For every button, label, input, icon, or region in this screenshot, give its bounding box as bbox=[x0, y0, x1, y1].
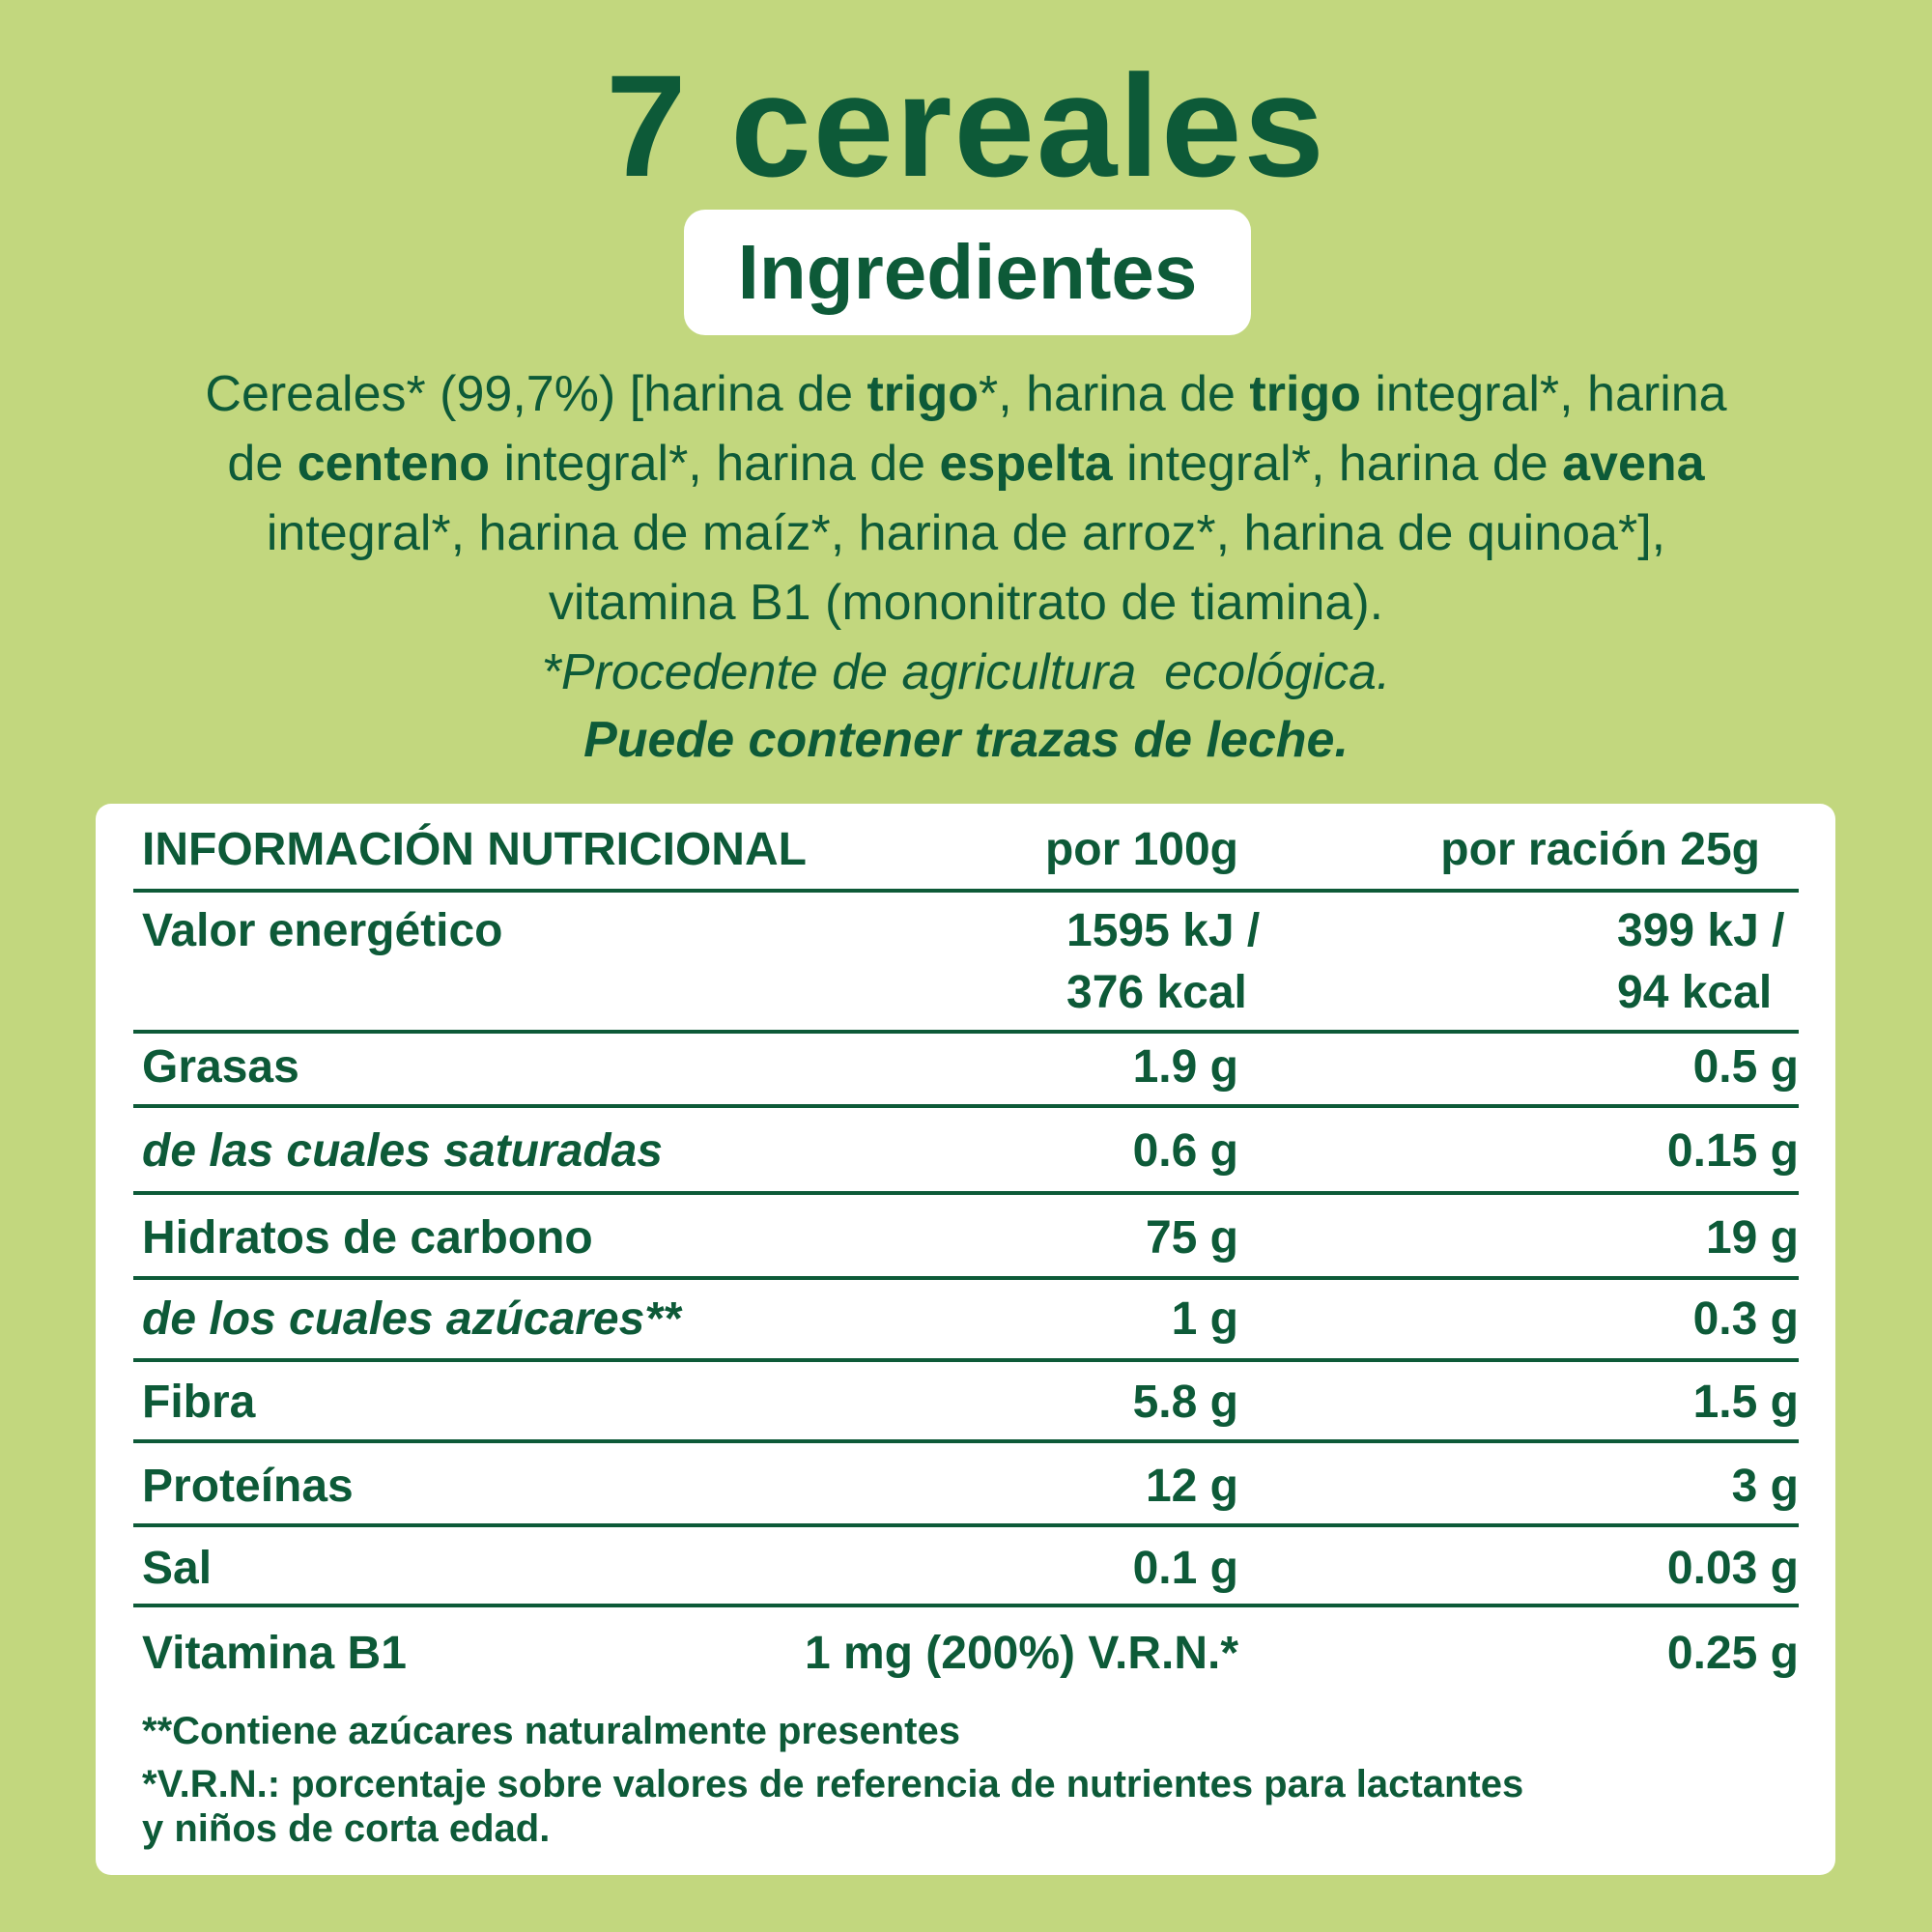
ingredients-line: Cereales* (99,7%) [harina de trigo*, har… bbox=[58, 359, 1874, 429]
table-rule bbox=[133, 1604, 1799, 1607]
per-serving: 19 g bbox=[1219, 1208, 1799, 1269]
per-serving: 399 kJ / 94 kcal bbox=[1219, 900, 1799, 1024]
per-serving-value: 3 g bbox=[1731, 1461, 1799, 1512]
per-100g-value: 0.6 g bbox=[1132, 1125, 1238, 1177]
per-100g: 1 g bbox=[369, 1289, 1238, 1350]
per-serving-value: 0.03 g bbox=[1666, 1543, 1799, 1594]
ingredients-note: *Procedente de agricultura ecológica. bbox=[541, 644, 1391, 700]
footnote: **Contiene azúcares naturalmente present… bbox=[142, 1710, 960, 1752]
per-100g: 5.8 g bbox=[369, 1372, 1238, 1434]
per-100g-value: 0.1 g bbox=[1132, 1543, 1238, 1594]
footnote: *V.R.N.: porcentaje sobre valores de ref… bbox=[142, 1763, 1524, 1805]
per-serving: 0.25 g bbox=[1219, 1623, 1799, 1685]
badge: Ingredientes bbox=[684, 210, 1251, 335]
per-100g: 12 g bbox=[369, 1456, 1238, 1518]
per-100g: 1 mg (200%) V.R.N.* bbox=[369, 1623, 1238, 1685]
row-label: de las cuales saturadas bbox=[142, 1125, 663, 1177]
table-rule bbox=[133, 889, 1799, 893]
per-100g-value: 1 mg (200%) V.R.N.* bbox=[804, 1628, 1238, 1679]
per-100g-value: 12 g bbox=[1145, 1461, 1238, 1512]
ingredient-text: integral*, harina de bbox=[490, 436, 940, 492]
ingredient-highlight: espelta bbox=[939, 436, 1113, 492]
table-rule bbox=[133, 1030, 1799, 1034]
per-serving-value: 0.5 g bbox=[1692, 1041, 1799, 1093]
table-rule bbox=[133, 1276, 1799, 1280]
per-serving-value: 1.5 g bbox=[1692, 1377, 1799, 1428]
ingredient-text: integral*, harina bbox=[1360, 366, 1727, 422]
row-label: Fibra bbox=[142, 1377, 256, 1428]
per-serving: 0.3 g bbox=[1219, 1289, 1799, 1350]
per-100g-value: 1.9 g bbox=[1132, 1041, 1238, 1093]
per-serving: 1.5 g bbox=[1219, 1372, 1799, 1434]
per-serving: 0.03 g bbox=[1219, 1538, 1799, 1600]
row-label: Valor energético bbox=[142, 905, 503, 956]
per-serving-value: 94 kcal bbox=[1617, 967, 1773, 1018]
ingredients-line: de centeno integral*, harina de espelta … bbox=[58, 429, 1874, 498]
table-header: INFORMACIÓN NUTRICIONAL bbox=[142, 824, 807, 875]
table-rule bbox=[133, 1191, 1799, 1195]
per-100g: 0.6 g bbox=[369, 1121, 1238, 1182]
per-serving: 0.5 g bbox=[1219, 1037, 1799, 1098]
per-serving-value: 399 kJ / bbox=[1617, 905, 1785, 956]
per-100g: 1.9 g bbox=[369, 1037, 1238, 1098]
badge-text: Ingredientes bbox=[737, 229, 1198, 315]
ingredient-text: *, harina de bbox=[978, 366, 1250, 422]
ingredients: Cereales* (99,7%) [harina de trigo*, har… bbox=[58, 359, 1874, 638]
row-label: Grasas bbox=[142, 1041, 299, 1093]
table-rule bbox=[133, 1439, 1799, 1443]
nutrition-card: INFORMACIÓN NUTRICIONAL por 100g por ració… bbox=[96, 804, 1835, 1875]
per-100g-value: 1595 kJ / bbox=[1066, 905, 1261, 956]
per-serving: 3 g bbox=[1219, 1456, 1799, 1518]
row-label: de los cuales azúcares** bbox=[142, 1293, 681, 1345]
per-100g-value: 1 g bbox=[1171, 1293, 1238, 1345]
per-serving-value: 0.25 g bbox=[1666, 1628, 1799, 1679]
ingredients-line: vitamina B1 (mononitrato de tiamina). bbox=[58, 568, 1874, 638]
per-100g: 0.1 g bbox=[369, 1538, 1238, 1600]
ingredients-line: integral*, harina de maíz*, harina de ar… bbox=[58, 498, 1874, 568]
row-label: Hidratos de carbono bbox=[142, 1212, 593, 1264]
row-label: Sal bbox=[142, 1543, 213, 1594]
footnote: y niños de corta edad. bbox=[142, 1807, 551, 1850]
per-100g-value: 376 kcal bbox=[1066, 967, 1247, 1018]
ingredient-text: vitamina B1 (mononitrato de tiamina). bbox=[548, 575, 1384, 631]
per-100g-value: 5.8 g bbox=[1132, 1377, 1238, 1428]
row-label: Proteínas bbox=[142, 1461, 354, 1512]
ingredient-highlight: trigo bbox=[1249, 366, 1361, 422]
per-100g: 1595 kJ / 376 kcal bbox=[369, 900, 1261, 1024]
ingredient-text: integral*, harina de bbox=[1112, 436, 1563, 492]
table-rule bbox=[133, 1523, 1799, 1527]
ingredient-highlight: trigo bbox=[867, 366, 979, 422]
per-100g: 75 g bbox=[369, 1208, 1238, 1269]
title: 7 cereales bbox=[606, 44, 1326, 207]
ingredient-highlight: centeno bbox=[297, 436, 491, 492]
table-rule bbox=[133, 1358, 1799, 1362]
ingredient-text: Cereales* (99,7%) [harina de bbox=[205, 366, 867, 422]
ingredient-text: integral*, harina de maíz*, harina de ar… bbox=[266, 505, 1666, 561]
table-header: por ración 25g bbox=[1440, 824, 1760, 875]
table-rule bbox=[133, 1104, 1799, 1108]
per-serving: 0.15 g bbox=[1219, 1121, 1799, 1182]
per-serving-value: 19 g bbox=[1705, 1212, 1799, 1264]
per-100g-value: 75 g bbox=[1145, 1212, 1238, 1264]
row-label: Vitamina B1 bbox=[142, 1628, 407, 1679]
per-serving-value: 0.15 g bbox=[1666, 1125, 1799, 1177]
ingredient-text: de bbox=[227, 436, 298, 492]
per-serving-value: 0.3 g bbox=[1692, 1293, 1799, 1345]
table-header: por 100g bbox=[1044, 824, 1238, 875]
ingredient-highlight: avena bbox=[1562, 436, 1705, 492]
allergen-warning: Puede contener trazas de leche. bbox=[583, 712, 1349, 768]
